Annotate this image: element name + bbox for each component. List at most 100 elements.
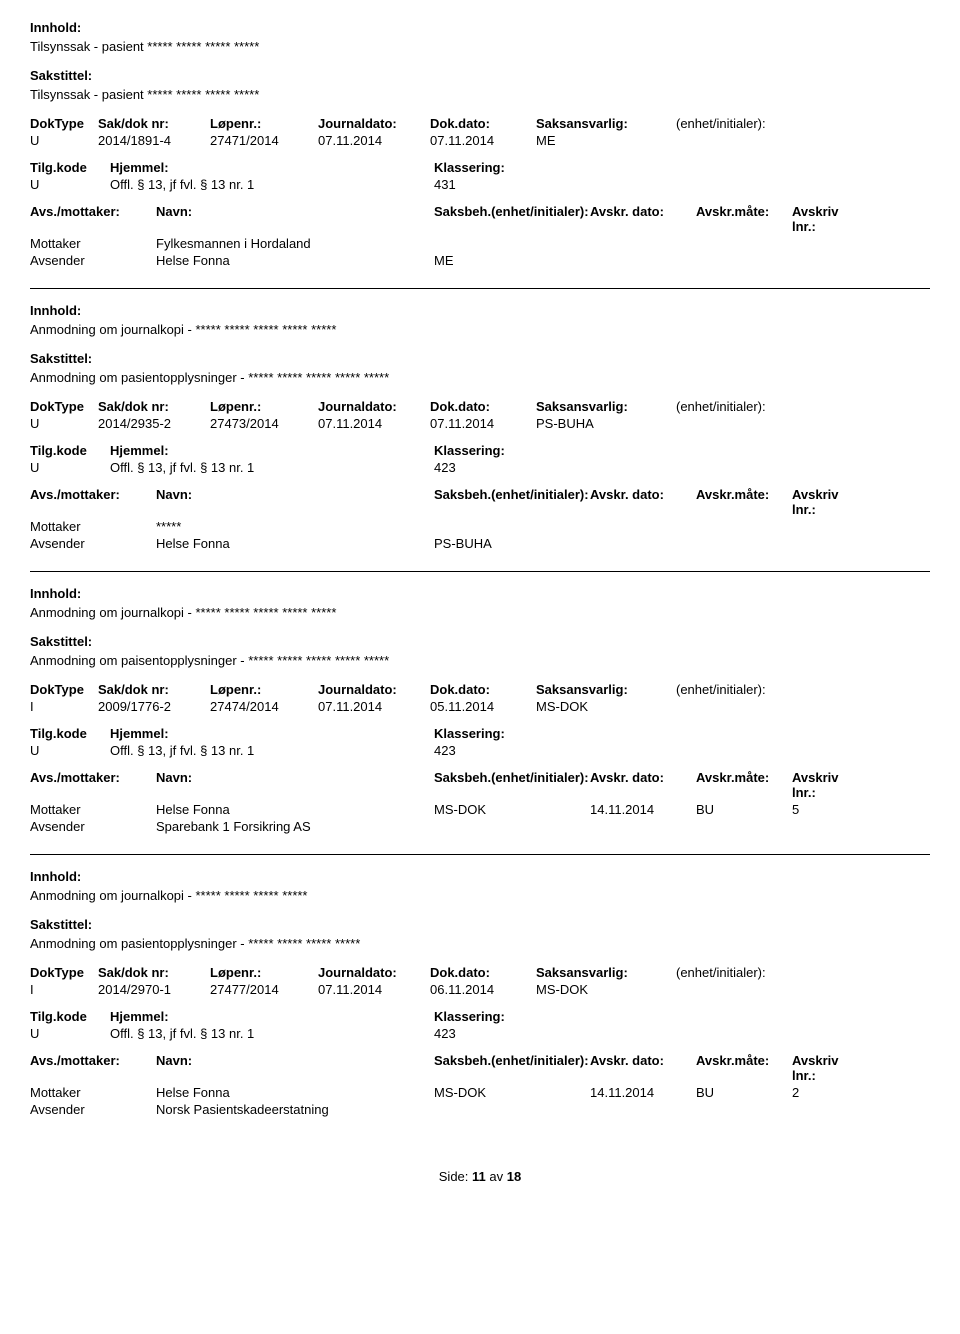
klassering-label: Klassering: (434, 726, 574, 741)
tilgkode-value: U (30, 1026, 110, 1041)
enhet-value (676, 416, 836, 431)
party-type: Mottaker (30, 519, 156, 534)
meta-header-row: DokType Sak/dok nr: Løpenr.: Journaldato… (30, 965, 930, 980)
lopenr-value: 27473/2014 (210, 416, 318, 431)
enhet-label: (enhet/initialer): (676, 116, 836, 131)
party-avskrlnr (792, 819, 872, 834)
doktype-label: DokType (30, 399, 98, 414)
hjemmel-label: Hjemmel: (110, 726, 434, 741)
party-avskrmate: BU (696, 1085, 792, 1100)
innhold-text: Anmodning om journalkopi - ***** ***** *… (30, 605, 930, 620)
hjemmel-value: Offl. § 13, jf fvl. § 13 nr. 1 (110, 460, 434, 475)
party-avskrdato (590, 536, 696, 551)
klassering-value: 431 (434, 177, 574, 192)
party-avskrmate (696, 519, 792, 534)
saksbeh-label: Saksbeh.(enhet/initialer): (434, 770, 590, 800)
tilgkode-value: U (30, 177, 110, 192)
access-header-row: Tilg.kode Hjemmel: Klassering: (30, 1009, 930, 1024)
meta-header-row: DokType Sak/dok nr: Løpenr.: Journaldato… (30, 116, 930, 131)
sakdoknr-value: 2014/1891-4 (98, 133, 210, 148)
sakdoknr-value: 2014/2935-2 (98, 416, 210, 431)
tilgkode-label: Tilg.kode (30, 160, 110, 175)
avskrlnr-label: Avskriv lnr.: (792, 1053, 872, 1083)
avskrdato-label: Avskr. dato: (590, 204, 696, 234)
journal-record: Innhold:Anmodning om journalkopi - *****… (30, 869, 930, 1129)
page-number: 11 (472, 1169, 486, 1184)
doktype-label: DokType (30, 965, 98, 980)
innhold-text: Anmodning om journalkopi - ***** ***** *… (30, 322, 930, 337)
dokdato-label: Dok.dato: (430, 399, 536, 414)
innhold-label: Innhold: (30, 20, 930, 35)
avskrdato-label: Avskr. dato: (590, 1053, 696, 1083)
doktype-value: I (30, 982, 98, 997)
party-row: Avsender Norsk Pasientskadeerstatning (30, 1102, 930, 1117)
innhold-label: Innhold: (30, 869, 930, 884)
lopenr-value: 27471/2014 (210, 133, 318, 148)
klassering-value: 423 (434, 460, 574, 475)
party-name: Fylkesmannen i Hordaland (156, 236, 434, 251)
lopenr-label: Løpenr.: (210, 682, 318, 697)
journaldato-value: 07.11.2014 (318, 416, 430, 431)
saksbeh-label: Saksbeh.(enhet/initialer): (434, 1053, 590, 1083)
sakstittel-label: Sakstittel: (30, 68, 930, 83)
records-container: Innhold:Tilsynssak - pasient ***** *****… (30, 20, 930, 1129)
access-header-row: Tilg.kode Hjemmel: Klassering: (30, 160, 930, 175)
sakdoknr-label: Sak/dok nr: (98, 682, 210, 697)
doktype-value: U (30, 416, 98, 431)
hjemmel-value: Offl. § 13, jf fvl. § 13 nr. 1 (110, 743, 434, 758)
avskrlnr-label: Avskriv lnr.: (792, 487, 872, 517)
party-avskrdato (590, 253, 696, 268)
parties-header-row: Avs./mottaker: Navn: Saksbeh.(enhet/init… (30, 487, 930, 517)
doktype-label: DokType (30, 116, 98, 131)
side-label: Side: (439, 1169, 469, 1184)
avsmottaker-label: Avs./mottaker: (30, 1053, 156, 1083)
party-saksbeh: MS-DOK (434, 802, 590, 817)
lopenr-value: 27477/2014 (210, 982, 318, 997)
sakdoknr-value: 2009/1776-2 (98, 699, 210, 714)
avskrmate-label: Avskr.måte: (696, 770, 792, 800)
party-row: Mottaker Helse Fonna MS-DOK 14.11.2014 B… (30, 1085, 930, 1100)
record-divider (30, 288, 930, 289)
party-type: Avsender (30, 253, 156, 268)
tilgkode-label: Tilg.kode (30, 443, 110, 458)
saksbeh-label: Saksbeh.(enhet/initialer): (434, 487, 590, 517)
sakstittel-text: Anmodning om paisentopplysninger - *****… (30, 653, 930, 668)
meta-header-row: DokType Sak/dok nr: Løpenr.: Journaldato… (30, 399, 930, 414)
party-type: Mottaker (30, 802, 156, 817)
enhet-value (676, 982, 836, 997)
party-avskrmate (696, 1102, 792, 1117)
tilgkode-value: U (30, 460, 110, 475)
avskrdato-label: Avskr. dato: (590, 487, 696, 517)
doktype-value: U (30, 133, 98, 148)
tilgkode-label: Tilg.kode (30, 1009, 110, 1024)
tilgkode-value: U (30, 743, 110, 758)
party-avskrlnr: 5 (792, 802, 872, 817)
doktype-value: I (30, 699, 98, 714)
sakstittel-label: Sakstittel: (30, 634, 930, 649)
party-name: Helse Fonna (156, 1085, 434, 1100)
lopenr-label: Løpenr.: (210, 399, 318, 414)
party-row: Avsender Helse Fonna ME (30, 253, 930, 268)
lopenr-label: Løpenr.: (210, 116, 318, 131)
party-type: Avsender (30, 819, 156, 834)
party-row: Avsender Sparebank 1 Forsikring AS (30, 819, 930, 834)
avsmottaker-label: Avs./mottaker: (30, 487, 156, 517)
avskrmate-label: Avskr.måte: (696, 1053, 792, 1083)
meta-header-row: DokType Sak/dok nr: Løpenr.: Journaldato… (30, 682, 930, 697)
doktype-label: DokType (30, 682, 98, 697)
dokdato-value: 05.11.2014 (430, 699, 536, 714)
journaldato-label: Journaldato: (318, 116, 430, 131)
innhold-label: Innhold: (30, 586, 930, 601)
dokdato-label: Dok.dato: (430, 965, 536, 980)
page-footer: Side: 11 av 18 (30, 1169, 930, 1184)
party-saksbeh (434, 819, 590, 834)
party-avskrdato (590, 519, 696, 534)
hjemmel-value: Offl. § 13, jf fvl. § 13 nr. 1 (110, 1026, 434, 1041)
party-avskrdato: 14.11.2014 (590, 1085, 696, 1100)
party-name: ***** (156, 519, 434, 534)
avskrmate-label: Avskr.måte: (696, 487, 792, 517)
hjemmel-label: Hjemmel: (110, 1009, 434, 1024)
party-type: Mottaker (30, 236, 156, 251)
party-avskrmate (696, 253, 792, 268)
klassering-value: 423 (434, 743, 574, 758)
